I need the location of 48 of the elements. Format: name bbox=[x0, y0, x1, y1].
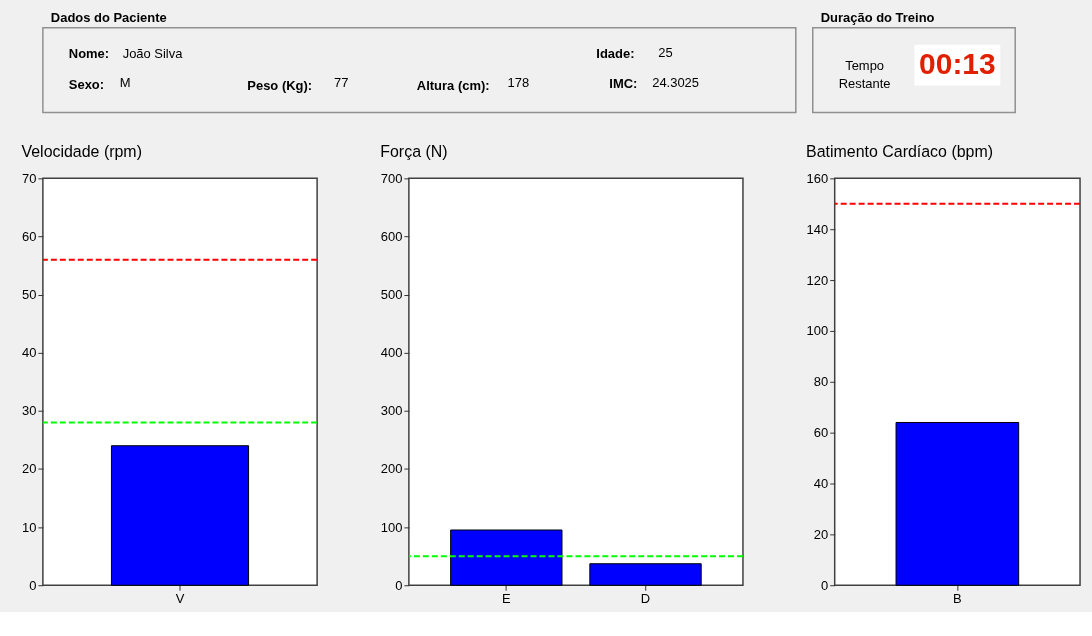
y-tick-label: 100 bbox=[806, 323, 829, 339]
y-tick-label: 140 bbox=[806, 221, 829, 237]
text: 24.3025 bbox=[652, 74, 700, 90]
text: João Silva bbox=[122, 45, 184, 61]
text: M bbox=[119, 74, 131, 90]
y-tick-label: 30 bbox=[21, 403, 37, 419]
x-tick-label: V bbox=[175, 590, 185, 606]
y-tick-label: 0 bbox=[821, 577, 829, 593]
x-tick-label: D bbox=[640, 590, 651, 606]
x-tick-label: B bbox=[953, 590, 962, 606]
y-tick-label: 40 bbox=[813, 476, 829, 491]
y-tick-label: 500 bbox=[380, 287, 403, 303]
text: 25 bbox=[658, 44, 673, 60]
text: Idade: bbox=[596, 45, 635, 61]
y-tick-label: 70 bbox=[21, 170, 37, 186]
y-tick-label: 20 bbox=[813, 526, 829, 542]
text: 00:13 bbox=[919, 46, 996, 80]
chart-title: Batimento Cardíaco (bpm) bbox=[806, 143, 993, 161]
y-tick-label: 0 bbox=[29, 577, 37, 593]
y-tick-label: 20 bbox=[21, 461, 37, 477]
text: Sexo: bbox=[68, 76, 105, 92]
y-tick-label: 60 bbox=[813, 425, 829, 441]
text: Dados do Paciente bbox=[50, 9, 167, 25]
x-tick-label: E bbox=[502, 590, 511, 606]
chart-title: Velocidade (rpm) bbox=[21, 143, 142, 161]
y-tick-label: 120 bbox=[806, 272, 829, 288]
text: Peso (Kg): bbox=[247, 77, 313, 93]
y-tick-label: 700 bbox=[380, 170, 403, 186]
y-tick-label: 200 bbox=[380, 461, 403, 477]
y-tick-label: 160 bbox=[806, 170, 829, 186]
y-tick-label: 100 bbox=[380, 519, 403, 535]
y-tick-label: 40 bbox=[21, 345, 37, 361]
text: Tempo Restante bbox=[838, 57, 891, 91]
y-tick-label: 600 bbox=[380, 228, 403, 244]
y-tick-label: 50 bbox=[21, 287, 37, 303]
text: IMC: bbox=[609, 75, 638, 91]
y-tick-label: 0 bbox=[395, 577, 403, 593]
y-tick-label: 80 bbox=[813, 374, 829, 390]
y-tick-label: 300 bbox=[380, 403, 403, 419]
text: 77 bbox=[334, 74, 349, 90]
text: 178 bbox=[507, 74, 530, 90]
text: Nome: bbox=[68, 45, 110, 61]
text: Altura (cm): bbox=[416, 77, 490, 93]
text: Duração do Treino bbox=[820, 9, 935, 25]
chart-title: Força (N) bbox=[380, 143, 448, 161]
y-tick-label: 10 bbox=[21, 519, 37, 535]
y-tick-label: 400 bbox=[380, 345, 403, 361]
y-tick-label: 60 bbox=[21, 228, 37, 244]
